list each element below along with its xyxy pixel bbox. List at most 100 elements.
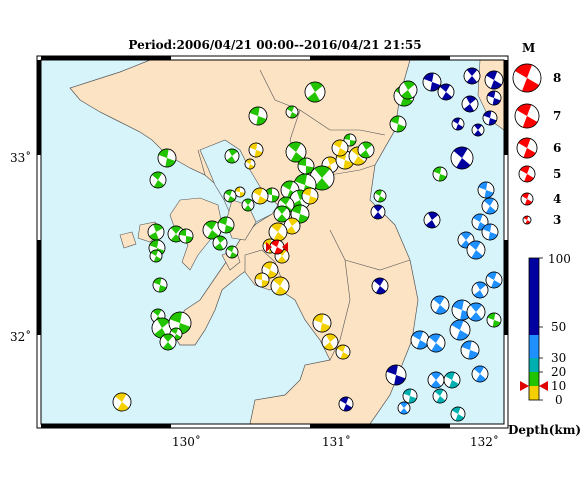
earthquake-marker (335, 344, 351, 360)
earthquake-marker (357, 141, 375, 159)
earthquake-marker (450, 146, 474, 170)
earthquake-marker (450, 406, 466, 422)
earthquake-marker (471, 123, 485, 137)
map-frame (36, 55, 509, 429)
earthquake-marker (471, 281, 489, 299)
depth-tick-30: 30 (551, 351, 566, 365)
earthquake-marker (373, 189, 387, 203)
earthquake-marker (370, 204, 386, 220)
magnitude-legend-title: M (522, 41, 535, 55)
earthquake-marker (338, 396, 354, 412)
earthquake-marker (432, 388, 448, 404)
earthquake-marker (331, 139, 349, 157)
earthquake-marker (270, 276, 290, 296)
target-earthquake-marker (269, 239, 285, 255)
magnitude-legend-symbol (516, 137, 538, 159)
magnitude-legend-label: 8 (553, 71, 561, 85)
depth-tick-0: 0 (555, 393, 563, 407)
earthquake-marker (251, 187, 269, 205)
earthquake-marker (147, 223, 165, 241)
earthquake-marker (217, 216, 235, 234)
earthquake-marker (248, 142, 264, 158)
earthquake-marker (471, 365, 489, 383)
earthquake-marker (389, 115, 407, 133)
earthquake-marker (460, 340, 480, 360)
earthquake-marker (437, 83, 455, 101)
lat-label-33: 33˚ (10, 150, 31, 165)
depth-legend-title: Depth(km) (508, 423, 580, 437)
earthquake-marker (112, 392, 132, 412)
earthquake-marker (486, 312, 502, 328)
earthquake-marker (397, 401, 411, 415)
earthquake-marker (223, 189, 237, 203)
magnitude-legend-label: 3 (553, 213, 561, 227)
depth-legend: 100 50 30 20 10 0 Depth(km) (508, 252, 580, 437)
earthquake-marker (461, 95, 479, 113)
earthquake-marker (212, 235, 228, 251)
earthquake-marker (248, 106, 268, 126)
earthquake-marker (398, 80, 418, 100)
depth-band-0-10 (529, 386, 539, 400)
depth-tick-50: 50 (551, 320, 566, 334)
earthquake-marker (273, 205, 291, 223)
earthquake-marker (285, 141, 307, 163)
earthquake-marker (432, 166, 448, 182)
earthquake-marker (321, 333, 339, 351)
earthquake-marker (283, 217, 301, 235)
earthquake-markers[interactable] (112, 67, 504, 422)
magnitude-legend-symbol (518, 165, 536, 183)
lon-label-130: 130˚ (172, 434, 201, 449)
earthquake-marker (485, 271, 503, 289)
map-title: Period:2006/04/21 00:00--2016/04/21 21:5… (128, 38, 422, 52)
earthquake-marker (430, 295, 450, 315)
earthquake-marker (254, 272, 270, 288)
earthquake-marker (402, 388, 418, 404)
earthquake-marker (149, 171, 167, 189)
earthquake-marker (268, 222, 288, 242)
earthquake-marker (301, 187, 319, 205)
magnitude-legend-symbol (512, 63, 542, 93)
earthquake-marker (443, 371, 461, 389)
magnitude-legend-symbol (522, 215, 532, 225)
depth-band-10-20 (529, 372, 539, 386)
earthquake-marker (482, 110, 498, 126)
earthquake-marker (466, 302, 486, 322)
lon-label-131: 131˚ (322, 434, 351, 449)
earthquake-marker (466, 240, 486, 260)
target-earthquake-pointer (266, 242, 288, 252)
earthquake-marker (241, 198, 255, 212)
magnitude-legend-symbol (514, 103, 540, 129)
earthquake-marker (410, 330, 430, 350)
earthquake-marker (159, 333, 177, 351)
earthquake-marker (285, 105, 299, 119)
earthquake-marker (481, 223, 499, 241)
depth-band-50-100 (529, 258, 539, 335)
depth-tick-100: 100 (548, 252, 571, 266)
lat-label-32: 32˚ (10, 329, 31, 344)
depth-tick-10: 10 (551, 379, 566, 393)
earthquake-marker (304, 81, 326, 103)
earthquake-marker (426, 333, 446, 353)
depth-tick-20: 20 (551, 365, 566, 379)
earthquake-marker (423, 211, 441, 229)
earthquake-marker (427, 371, 445, 389)
earthquake-marker (449, 319, 471, 341)
earthquake-marker (486, 90, 502, 106)
magnitude-legend-label: 7 (553, 109, 561, 123)
earthquake-marker (422, 72, 442, 92)
magnitude-legend-symbol (520, 192, 534, 206)
earthquake-marker (371, 277, 389, 295)
earthquake-marker (224, 148, 240, 164)
earthquake-marker (157, 148, 177, 168)
earthquake-marker (484, 70, 504, 90)
earthquake-marker (244, 158, 256, 170)
earthquake-marker (312, 313, 332, 333)
earthquake-marker (178, 228, 194, 244)
earthquake-marker (343, 133, 357, 147)
earthquake-marker (225, 245, 239, 259)
depth-band-30-50 (529, 335, 539, 358)
earthquake-marker (149, 249, 163, 263)
target-depth-marker (520, 381, 548, 391)
magnitude-legend-label: 6 (553, 141, 561, 155)
